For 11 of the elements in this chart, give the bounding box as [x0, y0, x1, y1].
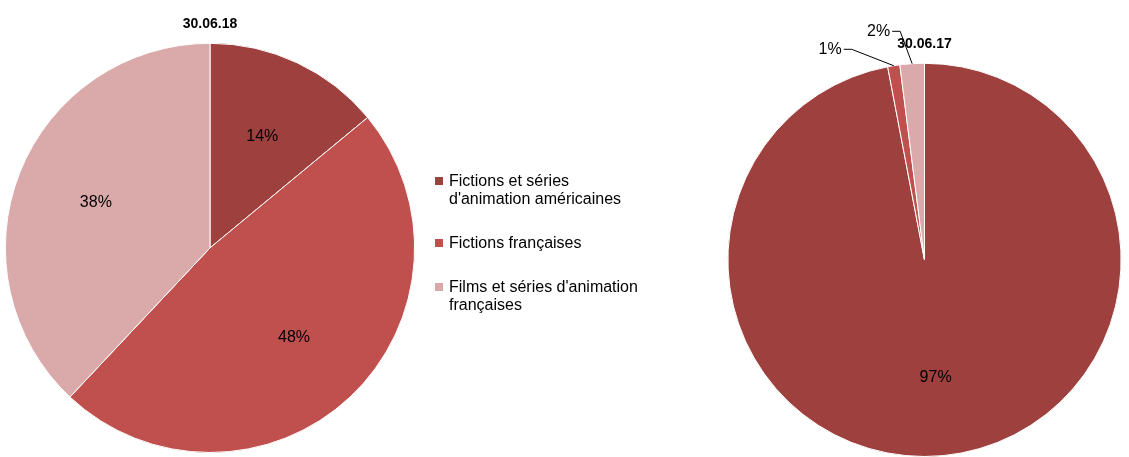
data-label: 97% — [919, 367, 952, 385]
data-label: 1% — [818, 39, 842, 57]
legend-label: Fictions et séries d'animation américaines — [449, 172, 623, 208]
data-label: 48% — [278, 327, 311, 345]
data-label: 2% — [867, 21, 891, 39]
chart-title: 30.06.18 — [182, 15, 238, 32]
legend-label: Fictions françaises — [449, 234, 582, 252]
data-label: 38% — [79, 193, 112, 211]
legend-label: Films et séries d'animation françaises — [449, 278, 639, 314]
text: 30.06.17 — [897, 35, 952, 52]
data-label: 14% — [246, 127, 279, 145]
